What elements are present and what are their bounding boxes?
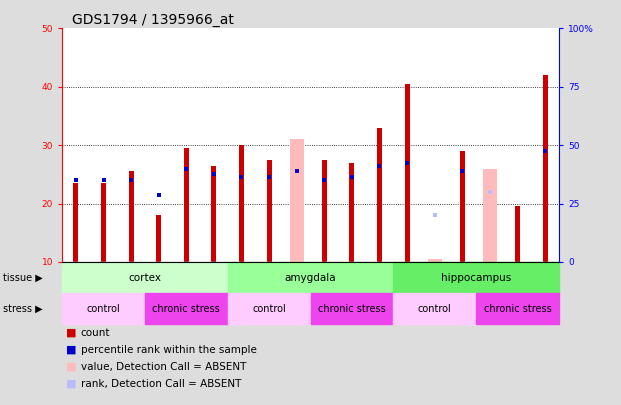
Bar <box>515 207 520 262</box>
Bar <box>145 293 228 324</box>
Bar <box>211 166 216 262</box>
Text: value, Detection Call = ABSENT: value, Detection Call = ABSENT <box>81 362 246 372</box>
Bar <box>184 148 189 262</box>
Bar <box>62 262 228 293</box>
Bar <box>322 160 327 262</box>
Bar <box>156 215 161 262</box>
Text: ■: ■ <box>66 362 76 372</box>
Point <box>237 174 247 181</box>
Text: tissue ▶: tissue ▶ <box>3 273 43 283</box>
Point <box>99 177 109 183</box>
Text: chronic stress: chronic stress <box>152 304 220 313</box>
Point <box>347 174 357 181</box>
Point <box>457 168 467 175</box>
Bar <box>393 293 476 324</box>
Text: ■: ■ <box>66 345 76 355</box>
Bar <box>427 259 442 262</box>
Bar <box>460 151 465 262</box>
Point <box>319 177 329 183</box>
Bar <box>228 262 393 293</box>
Text: control: control <box>86 304 120 313</box>
Point <box>485 189 495 195</box>
Bar <box>129 171 134 262</box>
Text: cortex: cortex <box>129 273 161 283</box>
Text: chronic stress: chronic stress <box>318 304 386 313</box>
Text: control: control <box>418 304 451 313</box>
Point <box>209 171 219 177</box>
Text: ■: ■ <box>66 328 76 338</box>
Point <box>154 192 164 198</box>
Text: percentile rank within the sample: percentile rank within the sample <box>81 345 256 355</box>
Text: GDS1794 / 1395966_at: GDS1794 / 1395966_at <box>72 13 234 27</box>
Text: rank, Detection Call = ABSENT: rank, Detection Call = ABSENT <box>81 379 241 389</box>
Bar <box>543 75 548 262</box>
Text: ■: ■ <box>66 379 76 389</box>
Text: amygdala: amygdala <box>284 273 337 283</box>
Bar <box>483 168 497 262</box>
Bar <box>239 145 244 262</box>
Bar <box>350 163 355 262</box>
Bar <box>73 183 78 262</box>
Point <box>374 162 384 169</box>
Text: control: control <box>252 304 286 313</box>
Point <box>181 165 191 172</box>
Point <box>430 212 440 218</box>
Bar <box>393 262 559 293</box>
Bar <box>228 293 310 324</box>
Text: hippocampus: hippocampus <box>441 273 511 283</box>
Bar <box>289 139 304 262</box>
Point <box>402 160 412 166</box>
Text: count: count <box>81 328 111 338</box>
Bar <box>266 160 271 262</box>
Bar <box>405 84 410 262</box>
Bar <box>62 293 145 324</box>
Point <box>126 177 136 183</box>
Point <box>71 177 81 183</box>
Bar <box>377 128 382 262</box>
Text: stress ▶: stress ▶ <box>3 304 43 313</box>
Point <box>264 174 274 181</box>
Bar <box>101 183 106 262</box>
Point <box>540 148 550 154</box>
Text: chronic stress: chronic stress <box>484 304 551 313</box>
Point <box>292 168 302 175</box>
Bar <box>476 293 559 324</box>
Bar <box>310 293 393 324</box>
